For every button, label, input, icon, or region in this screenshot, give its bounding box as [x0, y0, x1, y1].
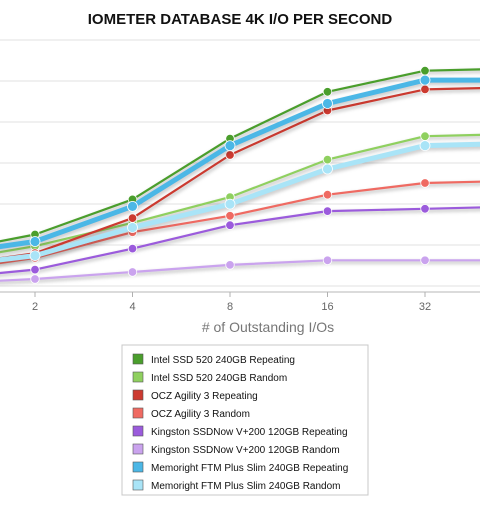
series-point — [322, 98, 333, 109]
legend-swatch — [132, 353, 144, 365]
legend-swatch — [132, 371, 144, 383]
series-point — [322, 154, 333, 165]
legend-label: Intel SSD 520 240GB Random — [151, 373, 287, 384]
series-layer — [0, 65, 480, 285]
x-tick-label: 2 — [32, 301, 38, 313]
series-point — [322, 206, 333, 216]
series-point — [30, 264, 40, 275]
series-point — [225, 260, 235, 270]
x-tick-label: 32 — [419, 301, 431, 313]
x-tick-label: 8 — [227, 301, 233, 313]
legend-swatch — [132, 407, 144, 419]
series-point — [322, 189, 333, 200]
series-point — [420, 204, 430, 214]
chart-title: IOMETER DATABASE 4K I/O PER SECOND — [88, 11, 393, 28]
legend-swatch — [132, 479, 144, 491]
legend-swatch — [132, 389, 144, 401]
x-axis-title: # of Outstanding I/Os — [202, 319, 334, 335]
series-point — [127, 243, 138, 254]
series-point — [420, 131, 430, 141]
series-point — [322, 163, 333, 175]
legend-label: Memoright FTM Plus Slim 240GB Random — [151, 481, 341, 492]
series-point — [29, 236, 41, 247]
legend-box — [121, 344, 369, 496]
series-point — [322, 255, 333, 265]
series-clip-group — [0, 65, 480, 285]
x-tick-label: 4 — [129, 301, 135, 313]
x-tick-label: 16 — [321, 301, 333, 313]
series-point — [30, 274, 40, 284]
series-point — [127, 222, 138, 233]
legend-label: OCZ Agility 3 Repeating — [151, 391, 258, 402]
series-point — [127, 267, 138, 277]
legend-swatch — [132, 461, 144, 473]
series-point — [420, 178, 430, 188]
legend-swatch — [132, 425, 144, 437]
series-point — [127, 213, 138, 223]
grid-layer — [0, 39, 480, 287]
series-point — [419, 74, 431, 86]
legend-label: Intel SSD 520 240GB Repeating — [151, 355, 295, 366]
series-point — [419, 140, 431, 152]
axis-layer: 2 4 8 16 32 — [0, 291, 480, 313]
legend-label: Kingston SSDNow V+200 120GB Repeating — [151, 427, 348, 438]
legend-label: OCZ Agility 3 Random — [151, 409, 250, 420]
series-point — [225, 211, 235, 221]
series-point — [420, 255, 430, 265]
series-point — [322, 87, 333, 97]
series-point — [224, 198, 236, 210]
series-point — [225, 220, 235, 230]
series-point — [127, 200, 138, 212]
legend-swatch — [132, 443, 144, 455]
series-point — [420, 65, 430, 76]
legend: Intel SSD 520 240GB Repeating Intel SSD 5… — [121, 344, 369, 496]
legend-label: Memoright FTM Plus Slim 240GB Repeating — [151, 463, 348, 474]
legend-label: Kingston SSDNow V+200 120GB Random — [151, 445, 340, 456]
series-point — [29, 250, 41, 262]
series-point — [224, 140, 236, 152]
